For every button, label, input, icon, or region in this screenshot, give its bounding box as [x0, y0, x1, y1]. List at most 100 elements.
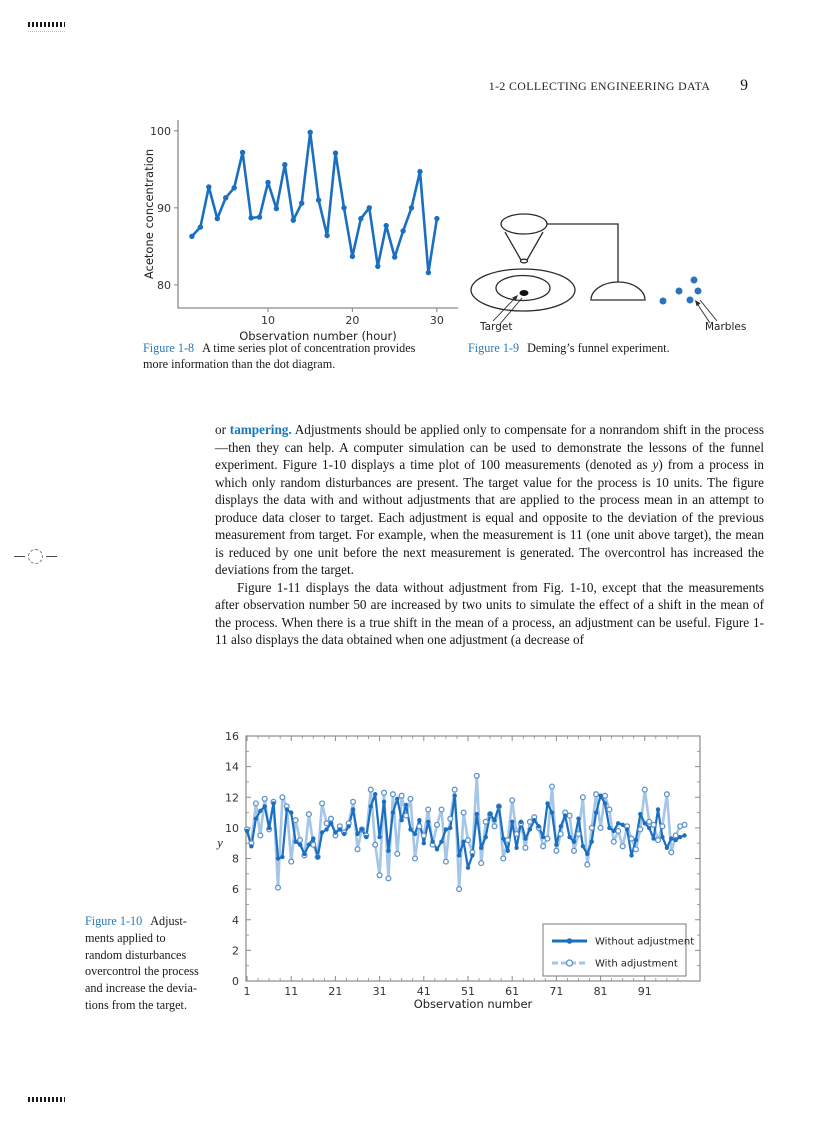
data-point [638, 811, 643, 817]
data-point [417, 818, 422, 823]
data-point [305, 811, 312, 818]
data-point [403, 812, 410, 819]
data-point [545, 801, 550, 806]
data-point [641, 786, 648, 793]
data-point [434, 847, 440, 852]
data-point [206, 184, 212, 190]
stand-base [590, 281, 646, 301]
series-line-0 [245, 793, 685, 869]
funnel-arm [547, 223, 619, 282]
data-point [288, 858, 295, 865]
data-point [465, 865, 471, 870]
data-point [479, 845, 484, 850]
x-tick-label: 10 [261, 314, 275, 327]
data-point [526, 818, 533, 825]
data-point [619, 843, 626, 850]
data-point [597, 824, 604, 831]
data-point [252, 800, 259, 807]
data-point [576, 816, 581, 821]
data-point [394, 850, 401, 857]
target-ring-inner [495, 274, 551, 302]
data-point [310, 841, 317, 848]
data-point [319, 800, 326, 807]
data-point [554, 842, 559, 847]
data-point [399, 818, 404, 823]
data-point [296, 837, 304, 844]
data-point [373, 792, 378, 797]
data-point [273, 205, 280, 212]
data-point [324, 827, 329, 832]
data-point [261, 795, 268, 802]
data-point [610, 838, 617, 845]
data-point [487, 811, 493, 817]
data-point [522, 844, 529, 851]
data-point [563, 813, 568, 818]
data-point [509, 797, 516, 804]
marbles-label: Marbles [705, 321, 746, 333]
data-point [433, 821, 441, 828]
data-point [629, 853, 634, 858]
legend-label: Without adjustment [595, 937, 694, 948]
data-point [447, 815, 454, 822]
data-point [553, 847, 560, 854]
data-point [430, 839, 435, 844]
registration-bar-top [28, 22, 65, 32]
data-point [425, 269, 432, 276]
x-tick-label: 41 [417, 985, 431, 998]
data-point [297, 842, 303, 847]
data-point [549, 810, 555, 815]
data-point [426, 819, 431, 824]
data-point [628, 835, 635, 842]
y-tick-label: 2 [232, 944, 239, 957]
data-point [456, 853, 462, 858]
axis-frame [177, 120, 458, 309]
data-point [389, 791, 396, 798]
data-point [324, 232, 330, 239]
data-point [544, 835, 551, 842]
data-point [420, 832, 427, 839]
data-point [248, 215, 254, 221]
target-arrowhead [512, 295, 518, 301]
registration-circle [28, 549, 43, 564]
page-number: 9 [740, 77, 748, 94]
data-point [319, 830, 325, 835]
data-point [395, 796, 400, 801]
data-point [239, 149, 246, 156]
data-point [315, 854, 320, 860]
data-point [491, 823, 498, 830]
y-tick-label: 100 [150, 125, 171, 138]
y-axis-label: Acetone concentration [142, 149, 156, 279]
x-tick-label: 91 [638, 985, 652, 998]
data-point [532, 818, 537, 823]
registration-dash [14, 556, 25, 557]
data-point [349, 253, 356, 260]
data-point [385, 875, 392, 882]
x-axis-label: Observation number (hour) [239, 329, 397, 343]
data-point [332, 150, 339, 156]
marble [675, 287, 683, 295]
data-point [438, 806, 445, 813]
data-point [624, 827, 630, 832]
data-point [416, 823, 423, 830]
data-point [442, 858, 449, 865]
data-point [451, 786, 458, 793]
data-point [650, 821, 657, 828]
data-point [350, 807, 356, 812]
data-point [364, 834, 369, 840]
data-point [647, 825, 652, 831]
y-tick-label: 80 [157, 279, 171, 292]
data-point [375, 263, 381, 270]
data-point [548, 783, 556, 790]
data-point [284, 807, 289, 812]
data-point [589, 839, 594, 844]
target-dot [519, 290, 529, 296]
data-point [367, 786, 374, 793]
data-point [425, 806, 432, 813]
data-point [274, 884, 282, 891]
data-point [279, 794, 286, 801]
data-point [611, 828, 616, 834]
data-point [354, 846, 361, 853]
data-point [355, 831, 360, 837]
data-point [333, 830, 338, 835]
